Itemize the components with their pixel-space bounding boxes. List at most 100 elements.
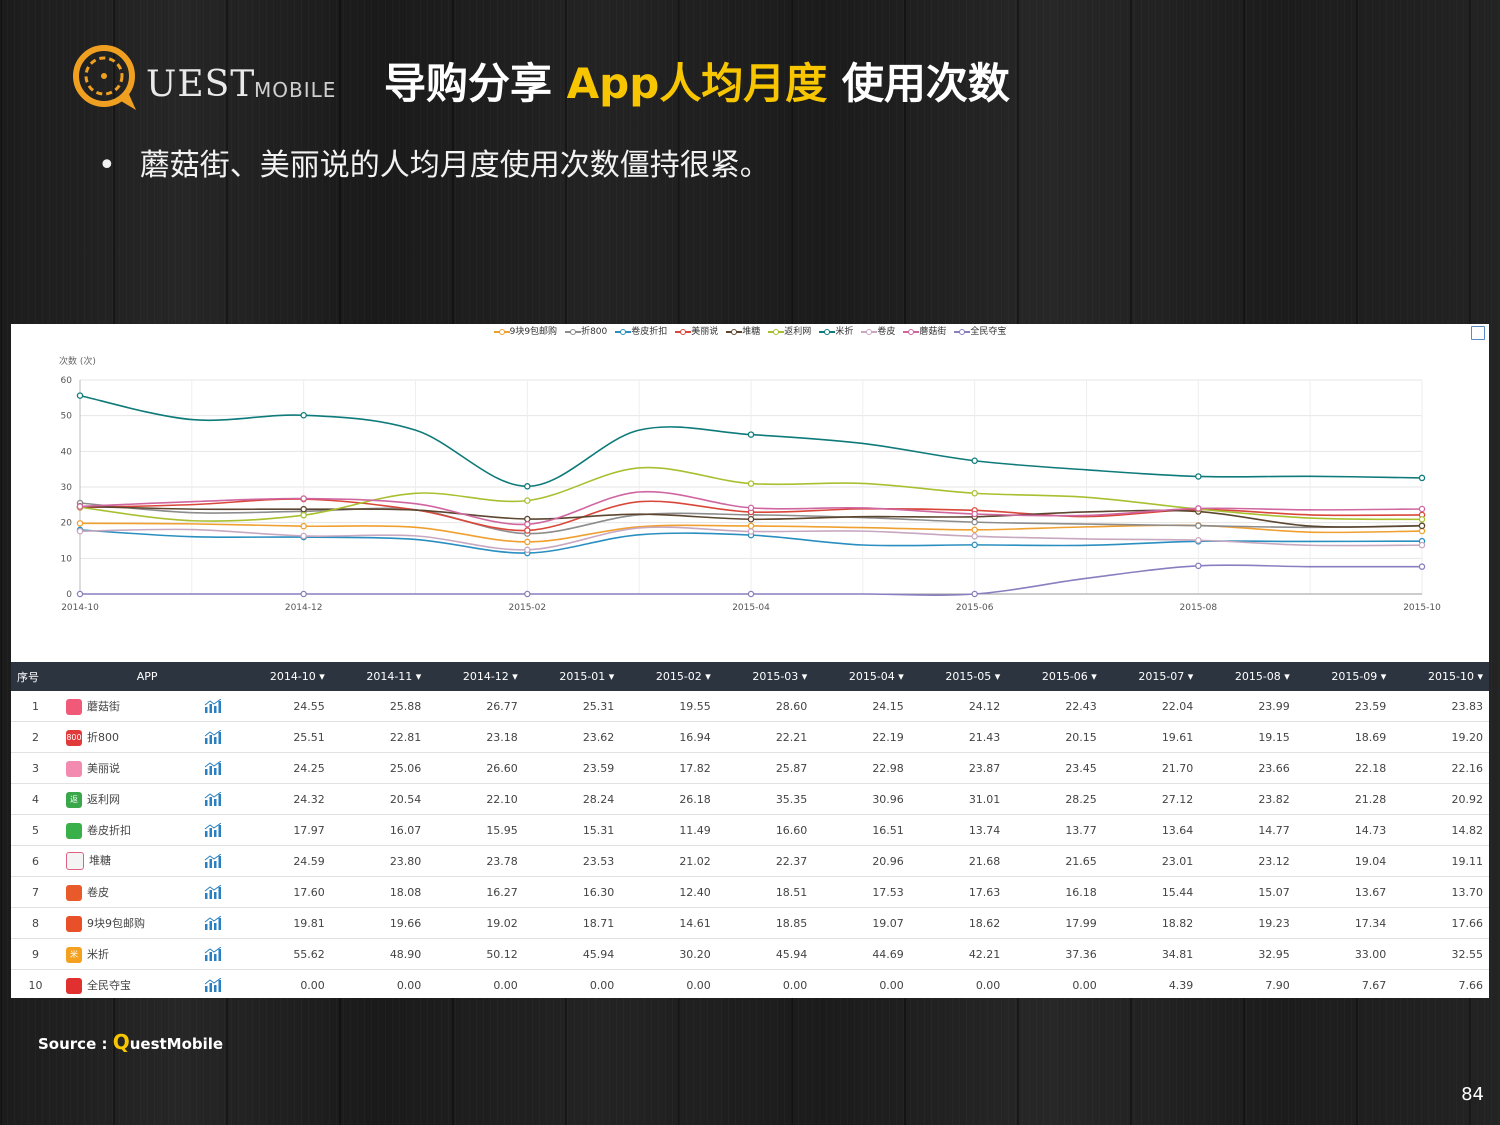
legend-item[interactable]: 美丽说 [675,324,718,337]
trend-chart-icon[interactable] [204,854,222,868]
value-cell: 22.04 [1102,691,1200,722]
save-image-icon[interactable] [1471,326,1485,340]
data-point [1195,473,1202,480]
trend-cell[interactable] [191,907,235,939]
legend-item[interactable]: 折800 [565,324,607,337]
legend-label: 堆糖 [742,327,761,337]
legend-label: 蘑菇街 [919,327,947,337]
trend-cell[interactable] [191,876,235,908]
legend-item[interactable]: 卷皮 [861,324,895,337]
value-cell: 15.44 [1102,876,1200,908]
row-app: 米米折 [59,938,192,970]
legend-item[interactable]: 堆糖 [726,324,760,337]
header-month[interactable]: 2014-10 ▾ [234,662,331,691]
table-row: 5 卷皮折扣 17.97 16.07 15.95 15.31 11.49 16.60 16.51… [11,814,1489,846]
header-month[interactable]: 2015-10 ▾ [1392,662,1489,691]
x-tick-label: 2015-08 [1180,603,1218,613]
trend-cell[interactable] [191,721,235,753]
value-cell: 16.18 [1006,876,1103,908]
app-name: 9块9包邮购 [86,916,145,930]
data-point [971,526,978,534]
data-table: 序号 APP 2014-10 ▾ 2014-11 ▾ 2014-12 ▾ 2015-01 … [11,662,1489,998]
data-point [524,483,531,490]
header-month[interactable]: 2015-06 ▾ [1006,662,1103,691]
trend-cell[interactable] [191,845,235,877]
value-cell: 4.39 [1102,969,1200,998]
value-cell: 14.77 [1199,814,1296,846]
header-month[interactable]: 2015-04 ▾ [813,662,910,691]
value-cell: 18.08 [330,876,428,908]
value-cell: 19.61 [1102,721,1200,753]
legend-item[interactable]: 蘑菇街 [903,324,946,337]
value-cell: 17.53 [813,876,910,908]
chart-legend: 9块9包邮购 折800 卷皮折扣 美丽说 堆糖 返利网 米折 卷皮 蘑菇街 全民夺宝 [11,324,1489,340]
legend-item[interactable]: 9块9包邮购 [493,324,557,337]
y-tick-label: 60 [61,376,73,386]
data-point [1195,522,1202,529]
row-index: 1 [11,691,60,722]
value-cell: 16.94 [620,721,717,753]
header-month[interactable]: 2014-11 ▾ [330,662,428,691]
y-tick-label: 0 [66,590,72,600]
value-cell: 22.19 [813,721,910,753]
value-cell: 18.51 [716,876,814,908]
header-month[interactable]: 2015-05 ▾ [909,662,1007,691]
chart-panel: 9块9包邮购 折800 卷皮折扣 美丽说 堆糖 返利网 米折 卷皮 蘑菇街 全民夺宝 次数 (次)… [11,324,1489,998]
legend-item[interactable]: 卷皮折扣 [615,324,667,337]
value-cell: 23.18 [427,721,524,753]
data-point [1418,505,1426,513]
trend-cell[interactable] [191,969,235,998]
header-month[interactable]: 2015-09 ▾ [1295,662,1393,691]
app-name: 卷皮 [86,885,109,899]
value-cell: 19.23 [1199,907,1296,939]
row-index: 7 [11,876,60,908]
trend-cell[interactable] [191,938,235,970]
page-number: 84 [1461,1084,1484,1105]
value-cell: 13.64 [1102,814,1200,846]
legend-swatch-icon [768,328,785,336]
trend-chart-icon[interactable] [204,730,222,744]
trend-cell[interactable] [191,783,235,815]
trend-chart-icon[interactable] [204,792,222,806]
data-point [1418,516,1426,523]
legend-label: 卷皮 [877,327,896,337]
trend-chart-icon[interactable] [204,699,222,713]
header-month[interactable]: 2014-12 ▾ [427,662,524,691]
header-month[interactable]: 2015-08 ▾ [1199,662,1296,691]
app-icon [65,852,84,870]
header-month[interactable]: 2015-07 ▾ [1102,662,1200,691]
table-row: 3 美丽说 24.25 25.06 26.60 23.59 17.82 25.87 22.98 2… [11,752,1489,784]
bullet-text: 蘑菇街、美丽说的人均月度使用次数僵持很紧。 [139,148,770,183]
data-point [76,392,84,399]
value-cell: 12.40 [620,876,717,908]
header-month[interactable]: 2015-02 ▾ [620,662,717,691]
legend-item[interactable]: 全民夺宝 [954,324,1006,337]
row-app: 返返利网 [59,783,192,815]
value-cell: 0.00 [1006,969,1103,998]
legend-swatch-icon [903,328,920,336]
trend-chart-icon[interactable] [204,916,222,930]
value-cell: 55.62 [234,938,331,970]
trend-cell[interactable] [191,814,235,846]
trend-chart-icon[interactable] [204,978,222,992]
x-tick-label: 2015-04 [732,603,770,613]
value-cell: 23.80 [330,845,428,877]
value-cell: 28.25 [1006,783,1103,815]
trend-chart-icon[interactable] [204,885,222,899]
data-point [1418,474,1426,482]
value-cell: 19.81 [234,907,331,939]
source-label: Source : [38,1035,113,1053]
trend-chart-icon[interactable] [204,823,222,837]
trend-chart-icon[interactable] [204,947,222,961]
trend-cell[interactable] [191,752,235,784]
legend-item[interactable]: 米折 [819,324,853,337]
value-cell: 18.85 [716,907,814,939]
header-month[interactable]: 2015-03 ▾ [716,662,814,691]
value-cell: 22.18 [1295,752,1393,784]
trend-chart-icon[interactable] [204,761,222,775]
header-month[interactable]: 2015-01 ▾ [523,662,621,691]
value-cell: 37.36 [1006,938,1103,970]
trend-cell[interactable] [191,691,235,722]
row-index: 5 [11,814,60,846]
legend-item[interactable]: 返利网 [768,324,811,337]
